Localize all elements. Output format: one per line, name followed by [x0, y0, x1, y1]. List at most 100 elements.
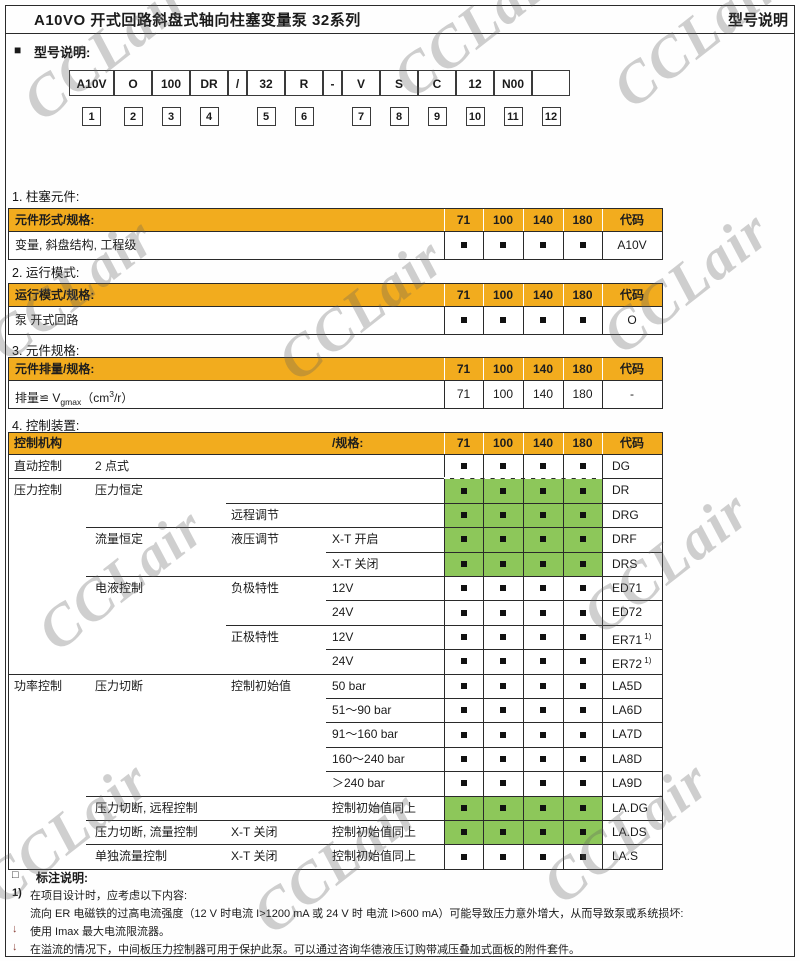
- availability-mark: [540, 658, 546, 665]
- column-header: 140: [532, 362, 554, 376]
- spec-value: 140: [532, 387, 554, 401]
- header-separator: [523, 433, 524, 454]
- control-label: ＞240 bar: [332, 776, 385, 791]
- table-header-bar: [9, 433, 662, 454]
- control-label: X-T 关闭: [332, 556, 379, 571]
- availability-mark: [540, 682, 546, 689]
- row-separator: [86, 527, 662, 529]
- header-bottom-line: [9, 454, 662, 455]
- header-separator: [563, 433, 564, 454]
- code-cell: LA.DS: [612, 825, 647, 839]
- model-code-box: N00: [494, 70, 532, 96]
- availability-mark: [460, 560, 467, 567]
- header-separator: [563, 209, 564, 231]
- row-separator: [326, 722, 662, 724]
- availability-mark: [540, 804, 546, 811]
- availability-mark: [500, 634, 506, 640]
- availability-mark: [579, 536, 586, 543]
- control-label: 压力恒定: [95, 483, 144, 498]
- control-label: 控制初始值同上: [332, 825, 417, 839]
- column-header: 71: [456, 436, 471, 450]
- availability-mark: [500, 242, 506, 248]
- availability-mark: [500, 853, 506, 860]
- model-code-index: 5: [256, 107, 276, 126]
- availability-mark: [460, 707, 467, 714]
- availability-mark: [460, 634, 467, 640]
- row-label: 排量≌ Vgmax（cm3/r）: [15, 389, 134, 407]
- availability-mark: [500, 585, 506, 592]
- model-code-box: C: [418, 70, 456, 96]
- model-section-label: 型号说明:: [34, 45, 91, 60]
- control-label: 160～240 bar: [332, 751, 405, 766]
- availability-mark: [460, 487, 467, 494]
- column-header: 100: [492, 436, 514, 450]
- code-cell: ER71 1): [612, 631, 652, 647]
- code-cell: LA5D: [612, 678, 643, 693]
- availability-mark: [540, 585, 546, 592]
- model-code-index: 2: [123, 107, 143, 126]
- code-cell: O: [627, 313, 637, 327]
- availability-mark: [579, 634, 586, 640]
- availability-mark: [540, 317, 546, 323]
- table-header-label: 运行模式/规格:: [15, 288, 95, 302]
- availability-mark: [500, 609, 506, 616]
- table-header-bar: [9, 358, 662, 380]
- title-divider: [5, 33, 794, 34]
- column-header: 180: [572, 362, 593, 376]
- corner-label: 型号说明: [727, 12, 788, 29]
- control-label: 50 bar: [332, 678, 367, 693]
- control-label: 压力切断, 流量控制: [95, 825, 198, 839]
- column-line: [563, 231, 564, 259]
- availability-mark: [500, 487, 506, 494]
- column-line: [523, 380, 524, 408]
- availability-mark: [540, 707, 546, 714]
- header-separator: [444, 358, 445, 380]
- availability-mark: [579, 707, 586, 714]
- row-separator: [9, 673, 662, 675]
- header-bottom-line: [9, 380, 662, 381]
- control-label: X-T 关闭: [231, 825, 278, 839]
- availability-mark: [460, 731, 467, 738]
- row-separator: [326, 771, 662, 773]
- column-line: [563, 454, 564, 869]
- note-prefix-bullet-arrow-icon: ↓: [12, 923, 18, 935]
- row-separator: [86, 795, 662, 797]
- availability-mark: [460, 463, 467, 470]
- column-line: [444, 306, 445, 334]
- header-separator: [563, 358, 564, 380]
- column-header: 180: [572, 436, 593, 450]
- code-cell: ED72: [612, 605, 643, 620]
- row-separator: [86, 844, 662, 846]
- column-header: 71: [456, 362, 471, 376]
- availability-mark: [460, 658, 467, 665]
- control-table: 71 100 140 180 代码 控制机构/规格: 直动控制 2 点式 DG 压力控制 压力恒定 D…: [8, 432, 663, 870]
- model-code-index: 1: [82, 107, 101, 126]
- row-separator: [86, 576, 662, 577]
- availability-mark: [540, 756, 546, 762]
- control-label: 控制初始值同上: [332, 800, 417, 815]
- model-code-box: DR: [190, 70, 228, 96]
- column-header: 71: [456, 288, 471, 302]
- column-header: 代码: [619, 288, 644, 302]
- spec-table: 71 100 140 180 代码 元件形式/规格: 变量, 斜盘结构, 工程级 A10V: [8, 208, 663, 260]
- column-header: 180: [572, 213, 593, 227]
- control-label: 12V: [332, 581, 354, 595]
- code-cell: DRF: [612, 532, 637, 547]
- note-text: 流向 ER 电磁铁的过高电流强度（12 V 时电流 I>1200 mA 或 24…: [30, 908, 684, 920]
- availability-mark: [579, 609, 586, 616]
- note-text: 使用 Imax 最大电流限流器。: [30, 926, 170, 938]
- column-header: 代码: [619, 362, 644, 376]
- column-header: 180: [572, 288, 593, 302]
- column-header: 140: [532, 288, 554, 302]
- control-label: 2 点式: [95, 459, 130, 473]
- column-line: [523, 231, 524, 259]
- code-cell: ER72 1): [612, 656, 652, 672]
- dashed-highlight-border: [444, 477, 602, 480]
- model-code-index: 10: [465, 107, 485, 126]
- availability-mark: [579, 560, 586, 567]
- section-square-icon: ■: [14, 43, 22, 57]
- model-code-box: A10V: [69, 70, 114, 96]
- availability-mark: [460, 585, 467, 592]
- availability-mark: [579, 756, 586, 762]
- control-label: 正极特性: [231, 629, 280, 644]
